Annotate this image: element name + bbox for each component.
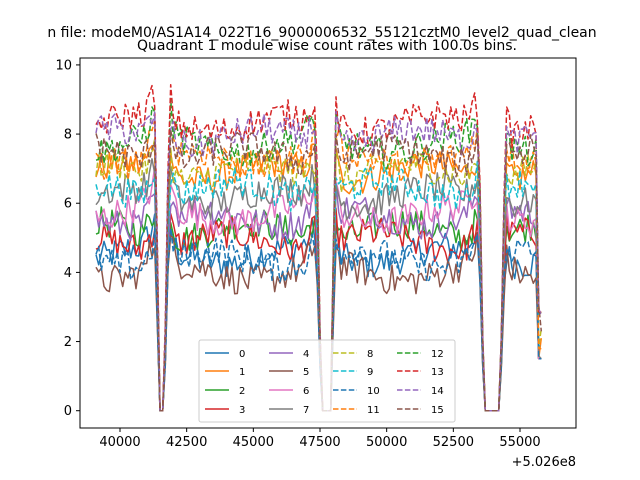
legend-label-1: 1 bbox=[239, 367, 245, 378]
x-axis-offset-label: +5.026e8 bbox=[512, 455, 576, 470]
legend-box bbox=[198, 339, 456, 423]
series-line-15 bbox=[95, 129, 543, 412]
y-tick-label: 4 bbox=[64, 266, 72, 281]
y-tick-label: 6 bbox=[64, 197, 72, 212]
legend-label-8: 8 bbox=[367, 349, 373, 360]
x-tick-label: 45000 bbox=[233, 435, 274, 450]
y-tick-label: 8 bbox=[64, 128, 72, 143]
y-tick-label: 2 bbox=[64, 335, 72, 350]
legend-label-4: 4 bbox=[303, 349, 309, 360]
legend-label-15: 15 bbox=[431, 405, 444, 416]
legend-label-5: 5 bbox=[303, 367, 309, 378]
series-line-10 bbox=[95, 227, 542, 412]
legend-label-12: 12 bbox=[431, 349, 444, 360]
x-tick-label: 40000 bbox=[99, 435, 140, 450]
x-axis: 40000 42500 45000 47500 50000 52500 55000 bbox=[99, 428, 541, 450]
y-axis: 0 2 4 6 8 10 bbox=[55, 58, 80, 419]
legend-label-6: 6 bbox=[303, 386, 309, 397]
series-layer bbox=[95, 84, 543, 412]
series-line-12 bbox=[95, 97, 542, 412]
legend-label-9: 9 bbox=[367, 367, 373, 378]
x-tick-label: 55000 bbox=[499, 435, 540, 450]
x-tick-label: 50000 bbox=[366, 435, 407, 450]
legend-label-2: 2 bbox=[239, 386, 245, 397]
legend-label-14: 14 bbox=[431, 386, 444, 397]
legend-label-10: 10 bbox=[367, 386, 380, 397]
plot-frame bbox=[79, 57, 577, 429]
legend-label-0: 0 bbox=[239, 349, 245, 360]
x-tick-label: 47500 bbox=[299, 435, 340, 450]
y-tick-label: 0 bbox=[64, 404, 72, 419]
y-tick-label: 10 bbox=[55, 58, 72, 73]
chart-title: Quadrant 1 module wise count rates with … bbox=[137, 38, 517, 54]
legend-label-7: 7 bbox=[303, 405, 309, 416]
legend-label-13: 13 bbox=[431, 367, 444, 378]
x-tick-label: 42500 bbox=[166, 435, 207, 450]
legend-label-11: 11 bbox=[367, 405, 380, 416]
legend-label-3: 3 bbox=[239, 405, 245, 416]
x-tick-label: 52500 bbox=[433, 435, 474, 450]
figure-suptitle: n file: modeM0/AS1A14_022T16_9000006532_… bbox=[47, 25, 596, 41]
